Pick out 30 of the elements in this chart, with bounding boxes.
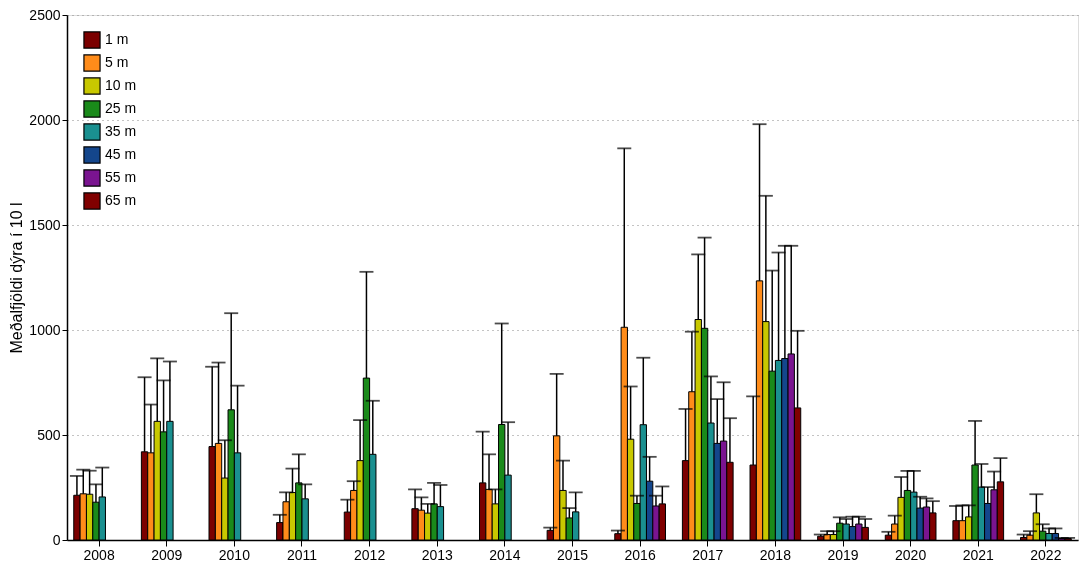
legend-label: 45 m: [105, 146, 137, 162]
x-tick-label: 2015: [556, 546, 589, 563]
y-tick-label: 1500: [29, 216, 61, 233]
x-tick-label: 2022: [1030, 546, 1062, 563]
x-tick-label: 2019: [827, 546, 859, 563]
legend-label: 1 m: [105, 31, 129, 47]
x-tick-label: 2016: [624, 546, 656, 563]
x-tick-label: 2010: [218, 546, 251, 563]
legend-label: 5 m: [105, 54, 129, 70]
legend-label: 55 m: [105, 169, 137, 185]
x-tick-label: 2020: [895, 546, 927, 563]
y-tick-label: 2000: [29, 111, 61, 128]
x-tick-label: 2012: [354, 546, 386, 563]
legend-label: 10 m: [105, 77, 137, 93]
y-tick-label: 500: [37, 426, 61, 443]
legend-label: 35 m: [105, 123, 137, 139]
y-tick-label: 2500: [29, 6, 61, 23]
y-tick-label: 1000: [29, 321, 61, 338]
x-tick-label: 2018: [759, 546, 792, 563]
x-tick-label: 2008: [83, 546, 115, 563]
x-tick-label: 2021: [962, 546, 995, 563]
x-tick-label: 2009: [151, 546, 183, 563]
legend-label: 65 m: [105, 192, 137, 208]
x-tick-label: 2013: [421, 546, 454, 563]
y-tick-label: 0: [52, 531, 61, 548]
legend-label: 25 m: [105, 100, 137, 116]
x-tick-label: 2011: [286, 546, 318, 563]
x-tick-label: 2014: [489, 546, 521, 563]
x-tick-label: 2017: [692, 546, 724, 563]
y-axis-title: Meðalfjöldi dýra í 10 l: [8, 202, 26, 354]
